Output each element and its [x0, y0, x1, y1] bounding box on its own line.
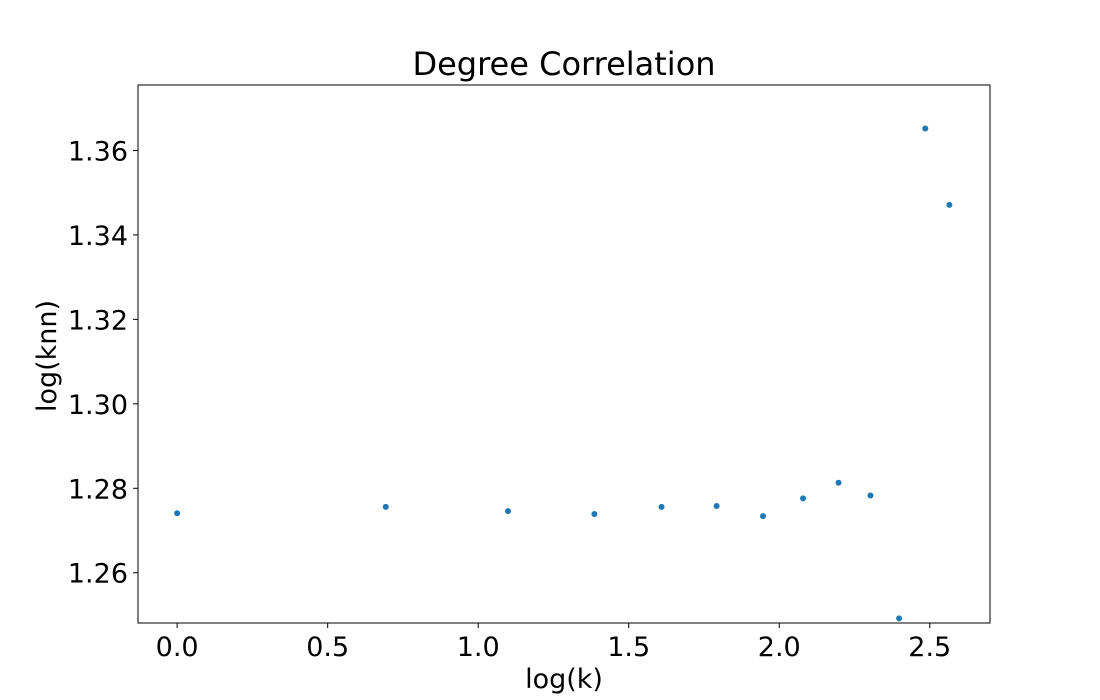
data-point — [713, 503, 720, 510]
data-point — [174, 510, 181, 517]
data-point — [658, 503, 665, 510]
y-axis-label: log(knn) — [32, 300, 63, 412]
data-point — [760, 513, 767, 520]
data-point — [896, 615, 903, 622]
data-points — [174, 125, 953, 622]
chart-title: Degree Correlation — [412, 45, 715, 83]
y-tick-label: 1.30 — [68, 390, 128, 421]
x-tick-label: 2.5 — [908, 632, 951, 663]
data-point — [505, 508, 512, 515]
data-point — [800, 495, 807, 502]
x-axis-label: log(k) — [525, 664, 603, 695]
x-tick-label: 0.0 — [156, 632, 199, 663]
data-point — [922, 125, 929, 132]
data-point — [382, 503, 389, 510]
data-point — [591, 511, 598, 518]
y-tick-label: 1.36 — [68, 136, 128, 167]
x-axis: 0.0 0.5 1.0 1.5 2.0 2.5 — [156, 623, 951, 663]
x-tick-label: 1.0 — [457, 632, 500, 663]
y-tick-label: 1.28 — [68, 474, 128, 505]
x-tick-label: 1.5 — [607, 632, 650, 663]
y-tick-label: 1.32 — [68, 305, 128, 336]
y-axis: 1.26 1.28 1.30 1.32 1.34 1.36 — [68, 136, 138, 590]
x-tick-label: 2.0 — [758, 632, 801, 663]
x-tick-label: 0.5 — [306, 632, 349, 663]
y-tick-label: 1.34 — [68, 221, 128, 252]
data-point — [835, 479, 842, 486]
plot-frame — [137, 84, 991, 624]
data-point — [867, 492, 874, 499]
data-point — [946, 201, 953, 208]
y-tick-label: 1.26 — [68, 559, 128, 590]
